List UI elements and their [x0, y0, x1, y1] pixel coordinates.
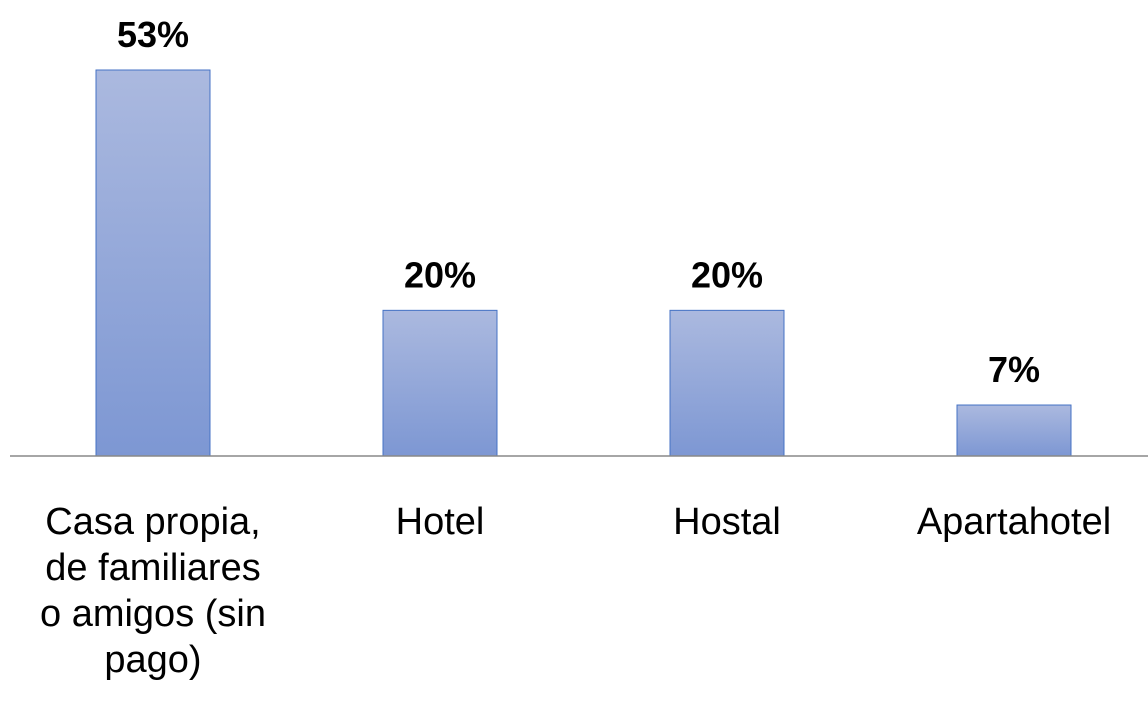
data-label-2: 20%	[691, 254, 763, 295]
data-label-3: 7%	[988, 349, 1040, 390]
bars-layer	[95, 69, 1072, 457]
data-label-1: 20%	[404, 254, 476, 295]
data-label-0: 53%	[117, 14, 189, 55]
bar-2	[669, 309, 785, 457]
category-label-3-line-0: Apartahotel	[917, 501, 1111, 543]
category-label-0-line-0: Casa propia,	[45, 501, 260, 543]
category-label-2-line-0: Hostal	[673, 501, 781, 543]
category-label-1-line-0: Hotel	[396, 501, 485, 543]
bar-3	[956, 404, 1072, 457]
category-label-0-line-3: pago)	[104, 639, 201, 681]
bar-1	[382, 309, 498, 457]
category-label-0-line-1: de familiares	[45, 547, 260, 589]
bar-0	[95, 69, 211, 457]
category-label-0-line-2: o amigos (sin	[40, 593, 266, 635]
